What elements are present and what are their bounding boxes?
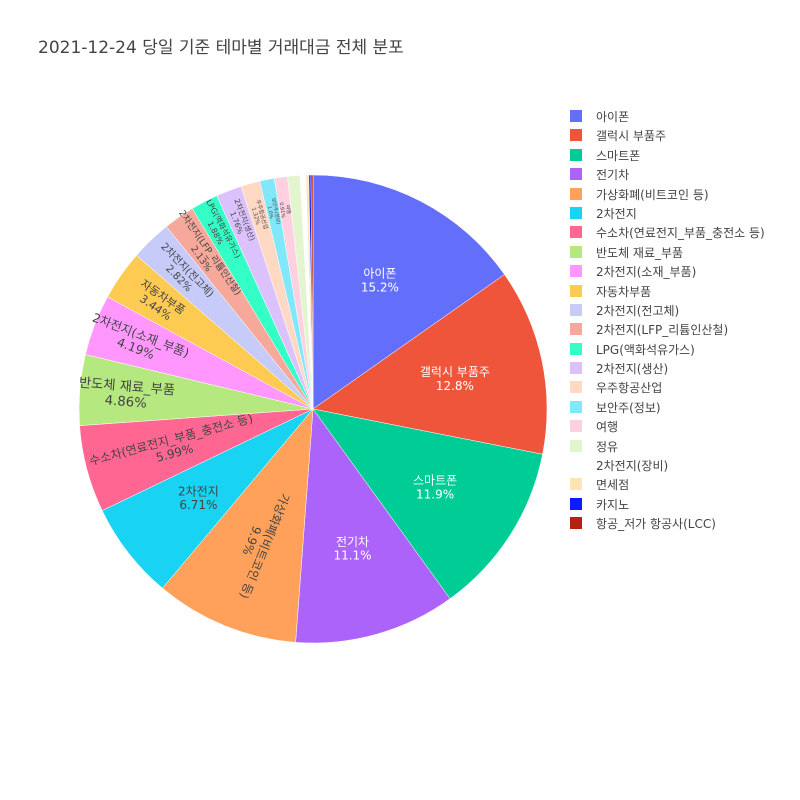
legend-swatch: [570, 381, 582, 394]
legend-item[interactable]: 면세점: [566, 474, 800, 493]
slice-0[interactable]: [312, 174, 505, 410]
legend-swatch: [570, 342, 582, 355]
legend-swatch: [570, 168, 582, 181]
legend-item[interactable]: 2차전지(전고체): [566, 300, 800, 319]
legend-label: LPG(액화석유가스): [596, 342, 695, 357]
legend-swatch: [570, 265, 582, 278]
legend-swatch: [570, 129, 582, 142]
legend-label: 자동차부품: [596, 284, 652, 299]
legend-label: 2차전지(장비): [596, 459, 669, 474]
legend-label: 아이폰: [596, 110, 630, 124]
legend-item[interactable]: 우주항공산업: [566, 377, 800, 396]
legend-item[interactable]: 반도체 재료_부품: [566, 242, 800, 261]
chart-title: 2021-12-24 당일 기준 테마별 거래대금 전체 분포: [38, 38, 404, 58]
legend-swatch: [570, 110, 582, 122]
slice-3-label: 전기차 11.1%: [333, 535, 371, 563]
legend-item[interactable]: 스마트폰: [566, 145, 800, 164]
legend-swatch: [570, 439, 582, 452]
legend-item[interactable]: 아이폰: [566, 106, 800, 125]
legend-label: 우주항공산업: [596, 381, 663, 396]
legend-item[interactable]: 항공_저가 항공사(LCC): [566, 513, 800, 532]
slice-2[interactable]: [312, 408, 543, 600]
legend-item[interactable]: 2차전지(LFP_리튬인산철): [566, 319, 800, 338]
legend-label: 항공_저가 항공사(LCC): [596, 517, 716, 532]
legend-item[interactable]: 수소차(연료전지_부품_충전소 등): [566, 222, 800, 241]
slice-2-label: 스마트폰 11.9%: [413, 474, 457, 502]
legend-label: 수소차(연료전지_부품_충전소 등): [596, 226, 765, 241]
slice-3[interactable]: [295, 408, 451, 644]
legend-label: 면세점: [596, 478, 630, 493]
legend-label: 2차전지(LFP_리튬인산철): [596, 323, 729, 338]
legend-item[interactable]: 여행: [566, 416, 800, 435]
legend-swatch: [570, 478, 582, 491]
slice-4[interactable]: [162, 408, 314, 643]
legend-swatch: [570, 400, 582, 413]
legend-label: 2차전지: [596, 206, 637, 221]
legend-swatch: [570, 420, 582, 433]
slice-1[interactable]: [312, 274, 548, 455]
legend-label: 갤럭시 부품주: [596, 129, 667, 144]
legend-swatch: [570, 284, 582, 297]
legend-label: 가상화폐(비트코인 등): [596, 187, 709, 202]
legend-swatch: [570, 323, 582, 336]
legend-label: 보안주(정보): [596, 400, 661, 415]
legend-item[interactable]: 정유: [566, 436, 800, 455]
slice-0-label: 아이폰 15.2%: [361, 267, 399, 295]
legend-label: 스마트폰: [596, 148, 641, 163]
slice-7-label: 반도체 재료_부품4.86%: [77, 375, 176, 414]
legend-item[interactable]: 2차전지(생산): [566, 358, 800, 377]
legend-item[interactable]: 2차전지: [566, 203, 800, 222]
legend-swatch: [570, 226, 582, 239]
legend-label: 2차전지(소재_부품): [596, 265, 697, 280]
slice-16-label: 여행0.91%: [278, 201, 293, 219]
legend-swatch: [570, 459, 582, 472]
slice-5-label: 2차전지 6.71%: [178, 484, 219, 512]
legend-item[interactable]: 2차전지(소재_부품): [566, 261, 800, 280]
legend-swatch: [570, 206, 582, 219]
legend-swatch: [570, 497, 582, 510]
legend-item[interactable]: 가상화폐(비트코인 등): [566, 184, 800, 203]
legend-label: 전기차: [596, 168, 630, 183]
legend-item[interactable]: 2차전지(장비): [566, 455, 800, 474]
legend-item[interactable]: 보안주(정보): [566, 397, 800, 416]
legend-item[interactable]: 갤럭시 부품주: [566, 125, 800, 144]
legend-label: 카지노: [596, 497, 630, 512]
legend-label: 여행: [596, 420, 619, 435]
legend-label: 정유: [596, 439, 619, 454]
legend-swatch: [570, 303, 582, 316]
legend-swatch: [570, 362, 582, 375]
legend-swatch: [570, 245, 582, 258]
legend-swatch: [570, 517, 582, 530]
pie-slices: [78, 174, 548, 644]
slice-1-label: 갤럭시 부품주 12.8%: [420, 365, 490, 393]
legend-label: 2차전지(생산): [596, 362, 669, 377]
legend-label: 반도체 재료_부품: [596, 245, 684, 260]
legend-item[interactable]: 자동차부품: [566, 281, 800, 300]
legend-swatch: [570, 187, 582, 200]
legend-swatch: [570, 148, 582, 161]
legend-item[interactable]: 카지노: [566, 494, 800, 513]
legend-item[interactable]: LPG(액화석유가스): [566, 339, 800, 358]
legend-item[interactable]: 전기차: [566, 164, 800, 183]
slice-21[interactable]: [310, 174, 314, 410]
legend-label: 2차전지(전고체): [596, 303, 680, 318]
